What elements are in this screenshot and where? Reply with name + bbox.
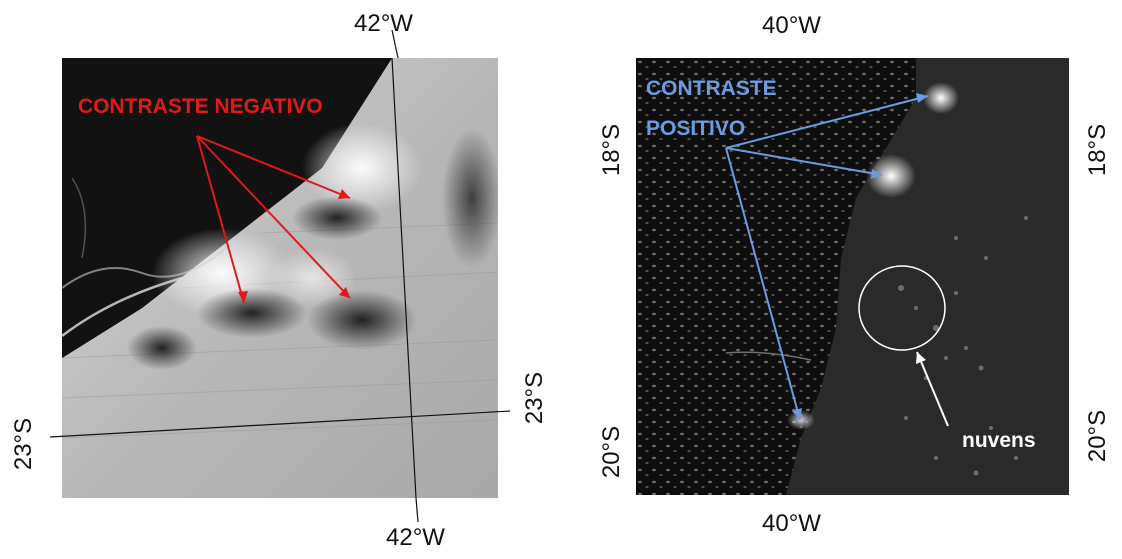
right-lat-left-top-label: 18°S	[598, 123, 625, 177]
right-satellite-image	[636, 58, 1069, 495]
right-land-area	[636, 58, 916, 495]
left-lon-top-label: 42°W	[354, 10, 413, 37]
clouds-circle	[858, 265, 946, 351]
right-lat-right-bottom-label: 20°S	[1084, 409, 1111, 463]
right-lon-bottom-label: 40°W	[762, 510, 821, 537]
positive-contrast-label-line2: POSITIVO	[646, 117, 746, 140]
right-lat-left-bottom-label: 20°S	[598, 425, 625, 479]
clouds-label: nuvens	[962, 429, 1036, 452]
right-lon-top-label: 40°W	[762, 12, 821, 39]
left-satellite-image	[62, 58, 498, 498]
positive-contrast-label-line1: CONTRASTE	[646, 77, 777, 100]
negative-contrast-label: CONTRASTE NEGATIVO	[78, 95, 323, 118]
right-lat-right-top-label: 18°S	[1084, 123, 1111, 177]
left-meridian-line	[391, 58, 417, 498]
left-lon-bottom-label: 42°W	[386, 524, 445, 551]
left-land-area	[62, 58, 392, 358]
